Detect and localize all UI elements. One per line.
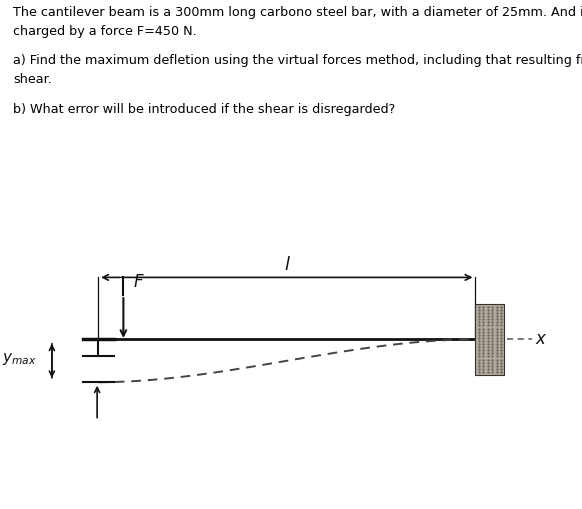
Text: $y_{max}$: $y_{max}$ [2, 351, 37, 367]
Text: l: l [285, 256, 289, 274]
Bar [475, 304, 505, 375]
Text: b) What error will be introduced if the shear is disregarded?: b) What error will be introduced if the … [13, 102, 395, 116]
Text: charged by a force F=450 N.: charged by a force F=450 N. [13, 25, 197, 38]
Text: F: F [133, 273, 143, 291]
Text: The cantilever beam is a 300mm long carbono steel bar, with a diameter of 25mm. : The cantilever beam is a 300mm long carb… [13, 6, 582, 19]
Text: a) Find the maximum defletion using the virtual forces method, including that re: a) Find the maximum defletion using the … [13, 54, 582, 67]
Text: x: x [535, 330, 545, 348]
Text: shear.: shear. [13, 73, 52, 87]
